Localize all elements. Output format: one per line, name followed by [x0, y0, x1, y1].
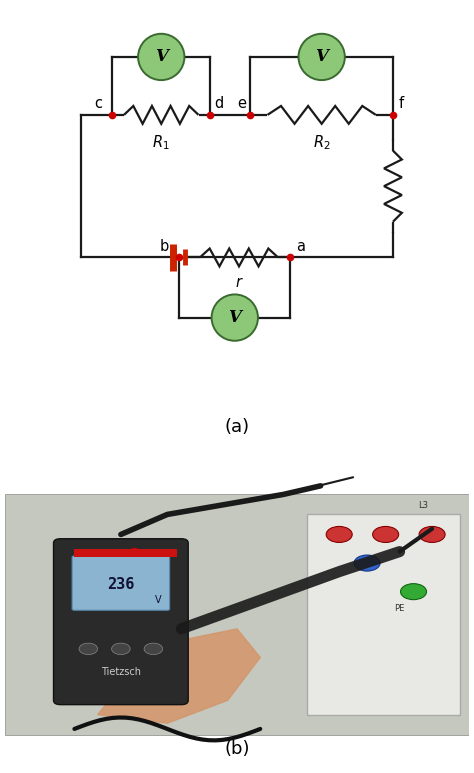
Text: a: a — [296, 239, 305, 254]
Text: V: V — [228, 309, 241, 326]
Text: Tietzsch: Tietzsch — [101, 667, 141, 676]
Circle shape — [299, 34, 345, 80]
Circle shape — [326, 526, 352, 543]
Text: L3: L3 — [418, 502, 428, 510]
Circle shape — [79, 643, 98, 655]
Circle shape — [373, 526, 399, 543]
Text: $r$: $r$ — [235, 275, 244, 291]
Text: b: b — [160, 239, 169, 254]
Text: c: c — [94, 97, 102, 111]
Text: $R_2$: $R_2$ — [313, 134, 330, 152]
Text: (a): (a) — [224, 417, 250, 436]
Circle shape — [354, 555, 380, 571]
Text: f: f — [398, 97, 403, 111]
Text: V: V — [315, 49, 328, 66]
Text: (b): (b) — [224, 740, 250, 758]
FancyBboxPatch shape — [307, 515, 460, 714]
Circle shape — [138, 34, 184, 80]
FancyBboxPatch shape — [5, 495, 469, 734]
FancyBboxPatch shape — [54, 539, 188, 705]
Text: $R_1$: $R_1$ — [153, 134, 170, 152]
Circle shape — [129, 548, 140, 555]
Polygon shape — [98, 628, 260, 724]
Text: d: d — [215, 97, 224, 111]
Text: V: V — [155, 595, 161, 605]
Circle shape — [211, 295, 258, 341]
Text: 236: 236 — [107, 577, 135, 592]
FancyBboxPatch shape — [74, 549, 177, 557]
Circle shape — [111, 643, 130, 655]
Circle shape — [419, 526, 445, 543]
Text: PE: PE — [394, 604, 405, 613]
Text: V: V — [155, 49, 168, 66]
Text: e: e — [237, 97, 246, 111]
Circle shape — [144, 643, 163, 655]
FancyBboxPatch shape — [72, 556, 170, 610]
Circle shape — [401, 584, 427, 600]
